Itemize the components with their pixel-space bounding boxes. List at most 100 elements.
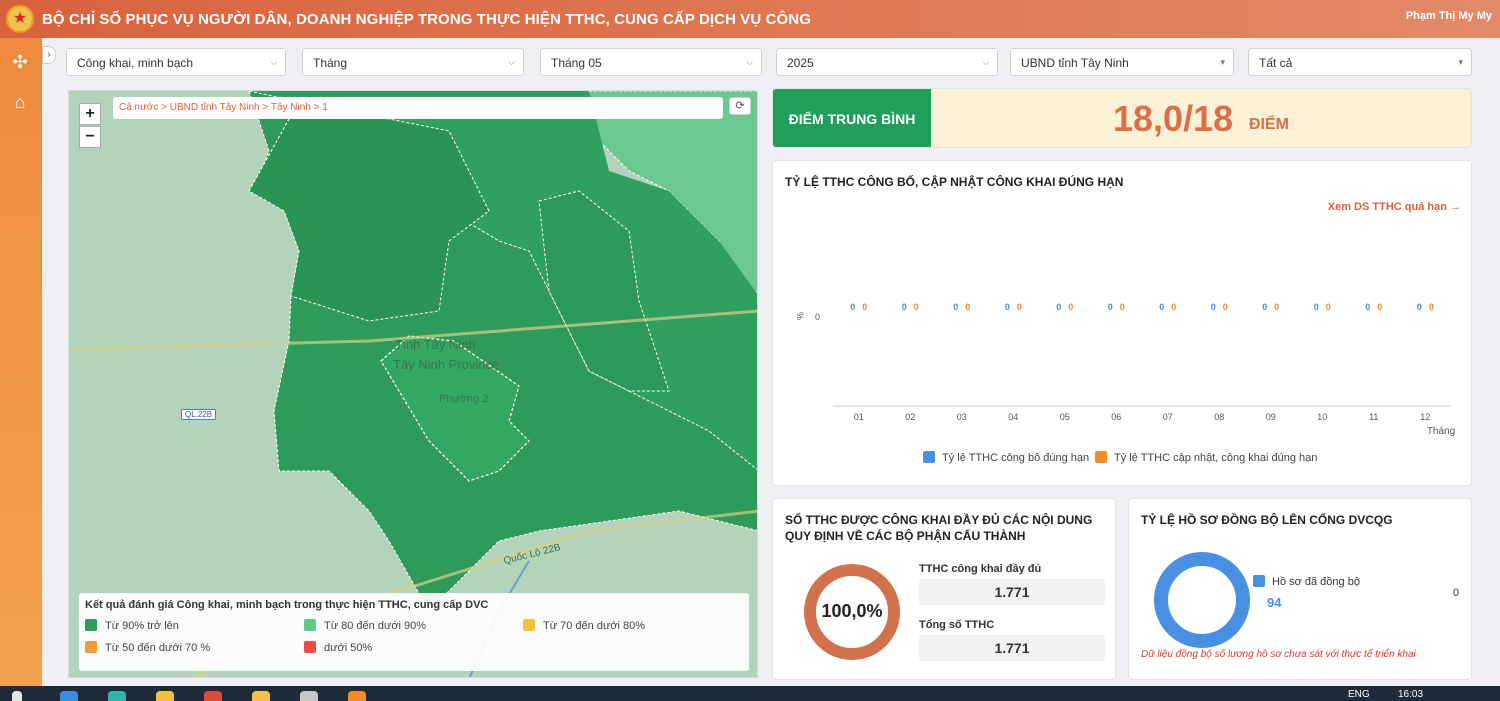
data-label: 0 <box>1159 302 1164 312</box>
total-procedures-label: Tổng số TTHC <box>919 619 995 631</box>
edge-icon[interactable] <box>60 691 78 701</box>
windows-start-icon[interactable] <box>12 691 22 701</box>
data-label: 0 <box>850 302 855 312</box>
x-tick-label: 05 <box>1060 412 1070 422</box>
sidebar: ✣ ⌂ <box>0 38 42 686</box>
legend-item: Từ 80 đến dưới 90% <box>304 619 426 632</box>
x-tick-label: 11 <box>1369 412 1378 422</box>
data-label: 0 <box>1429 302 1434 312</box>
legend-swatch <box>304 619 316 631</box>
x-tick-label: 04 <box>1008 412 1018 422</box>
legend-swatch <box>1095 451 1107 463</box>
data-label: 0 <box>1068 302 1073 312</box>
zoom-in-button[interactable]: + <box>79 103 101 125</box>
rate-chart-card: TỶ LỆ TTHC CÔNG BỐ, CẬP NHẬT CÔNG KHAI Đ… <box>772 160 1472 486</box>
full-disclosure-label: TTHC công khai đầy đủ <box>919 563 1042 575</box>
home-icon[interactable]: ⌂ <box>14 92 26 112</box>
x-tick-label: 02 <box>905 412 915 422</box>
legend-swatch <box>85 619 97 631</box>
data-label: 0 <box>1108 302 1113 312</box>
legend-item: Từ 90% trở lên <box>85 619 179 632</box>
chevron-down-icon: ⌵ <box>746 57 753 67</box>
average-score-unit: ĐIỂM <box>1249 116 1289 133</box>
public-disclosure-card: SỐ TTHC ĐƯỢC CÔNG KHAI ĐẦY ĐỦ CÁC NỘI DU… <box>772 498 1116 680</box>
data-label: 0 <box>1223 302 1228 312</box>
map-label-province-en: Tây Ninh Province <box>393 357 500 372</box>
rate-chart-title: TỶ LỆ TTHC CÔNG BỐ, CẬP NHẬT CÔNG KHAI Đ… <box>785 175 1124 189</box>
legend-item: dưới 50% <box>304 641 372 654</box>
app-icon[interactable] <box>348 691 366 701</box>
data-label: 0 <box>1171 302 1176 312</box>
chevron-down-icon: ▾ <box>1220 57 1225 67</box>
x-tick-label: 12 <box>1420 412 1430 422</box>
sidebar-toggle-button[interactable]: › <box>42 46 56 64</box>
chevron-down-icon: ▾ <box>1458 57 1463 67</box>
data-label: 0 <box>1120 302 1125 312</box>
filter-scope-value: Tất cả <box>1259 56 1293 70</box>
legend-swatch <box>523 619 535 631</box>
x-tick-label: 06 <box>1111 412 1121 422</box>
chrome-icon[interactable] <box>204 691 222 701</box>
filter-month-value: Tháng 05 <box>551 56 602 70</box>
sync-donut-chart <box>1154 552 1250 648</box>
map-breadcrumb[interactable]: Cả nước > UBND tỉnh Tây Ninh > Tây Ninh … <box>113 97 723 119</box>
data-label: 0 <box>1262 302 1267 312</box>
browser-icon[interactable] <box>108 691 126 701</box>
language-indicator[interactable]: ENG <box>1348 689 1370 700</box>
filter-bar: Công khai, minh bạch ⌵ Tháng ⌵ Tháng 05 ⌵ 2… <box>66 38 1472 80</box>
x-tick-label: 08 <box>1214 412 1224 422</box>
total-procedures-value: 1.771 <box>919 635 1105 661</box>
map-label-ward: Phường 2 <box>439 393 489 405</box>
y-tick-label: 0 <box>815 312 820 322</box>
app-icon[interactable] <box>300 691 318 701</box>
filter-year-value: 2025 <box>787 56 814 70</box>
folder-icon[interactable] <box>252 691 270 701</box>
data-label: 0 <box>1274 302 1279 312</box>
average-score-card: ĐIỂM TRUNG BÌNH 18,0/18 ĐIỂM <box>772 88 1472 148</box>
data-label: 0 <box>953 302 958 312</box>
legend-swatch <box>923 451 935 463</box>
x-tick-label: 03 <box>957 412 967 422</box>
legend-swatch <box>85 641 97 653</box>
data-label: 0 <box>914 302 919 312</box>
sync-legend-value: 94 <box>1267 595 1282 610</box>
x-tick-label: 09 <box>1266 412 1276 422</box>
zoom-out-button[interactable]: − <box>79 126 101 148</box>
filter-period-type-value: Tháng <box>313 56 348 70</box>
map-legend-title: Kết quả đánh giá Công khai, minh bạch tr… <box>85 599 489 611</box>
filter-criteria-value: Công khai, minh bạch <box>77 56 194 70</box>
sync-card-title: TỶ LỆ HỒ SƠ ĐỒNG BỘ LÊN CỔNG DVCQG <box>1141 513 1393 527</box>
sync-donut-ring <box>1154 552 1250 648</box>
grid-icon[interactable]: ✣ <box>12 52 28 72</box>
legend-item: Từ 50 đến dưới 70 % <box>85 641 210 654</box>
refresh-icon[interactable]: ⟳ <box>729 97 751 115</box>
overdue-list-link[interactable]: Xem DS TTHC quá hạn → <box>1327 201 1461 213</box>
map-canvas[interactable] <box>69 91 758 678</box>
legend-swatch <box>304 641 316 653</box>
data-label: 0 <box>1056 302 1061 312</box>
data-label: 0 <box>1211 302 1216 312</box>
app-title: BỘ CHỈ SỐ PHỤC VỤ NGƯỜI DÂN, DOANH NGHIỆ… <box>42 10 811 28</box>
chevron-down-icon: ⌵ <box>508 57 515 67</box>
x-tick-label: 07 <box>1163 412 1173 422</box>
chevron-down-icon: ⌵ <box>982 57 989 67</box>
app-header: BỘ CHỈ SỐ PHỤC VỤ NGƯỜI DÂN, DOANH NGHIỆ… <box>0 0 1500 38</box>
map-label-province: Tỉnh Tây Ninh <box>395 337 476 352</box>
data-label: 0 <box>1326 302 1331 312</box>
data-label: 0 <box>1377 302 1382 312</box>
chevron-down-icon: ⌵ <box>270 57 277 67</box>
map-road-tag: QL.22B <box>181 409 217 420</box>
map-legend: Kết quả đánh giá Công khai, minh bạch tr… <box>79 593 749 671</box>
average-score-value: 18,0/18 <box>1113 98 1234 139</box>
sync-legend-item: Hồ sơ đã đồng bộ <box>1253 575 1360 588</box>
file-icon[interactable] <box>156 691 174 701</box>
chart-legend-item-2: Tỷ lệ TTHC cập nhật, công khai đúng hạn <box>1095 451 1317 464</box>
map-panel[interactable]: + − Cả nước > UBND tỉnh Tây Ninh > Tây N… <box>68 90 758 678</box>
clock[interactable]: 16:03 <box>1398 689 1424 700</box>
y-axis-label: % <box>795 312 805 320</box>
user-name[interactable]: Phạm Thị My My <box>1405 10 1492 22</box>
data-label: 0 <box>1314 302 1319 312</box>
public-donut-chart <box>804 564 900 660</box>
chart-legend-item-1: Tỷ lệ TTHC công bố đúng hạn <box>923 451 1089 464</box>
sync-note: Dữ liệu đồng bộ số lượng hồ sơ chưa sát … <box>1141 649 1416 660</box>
